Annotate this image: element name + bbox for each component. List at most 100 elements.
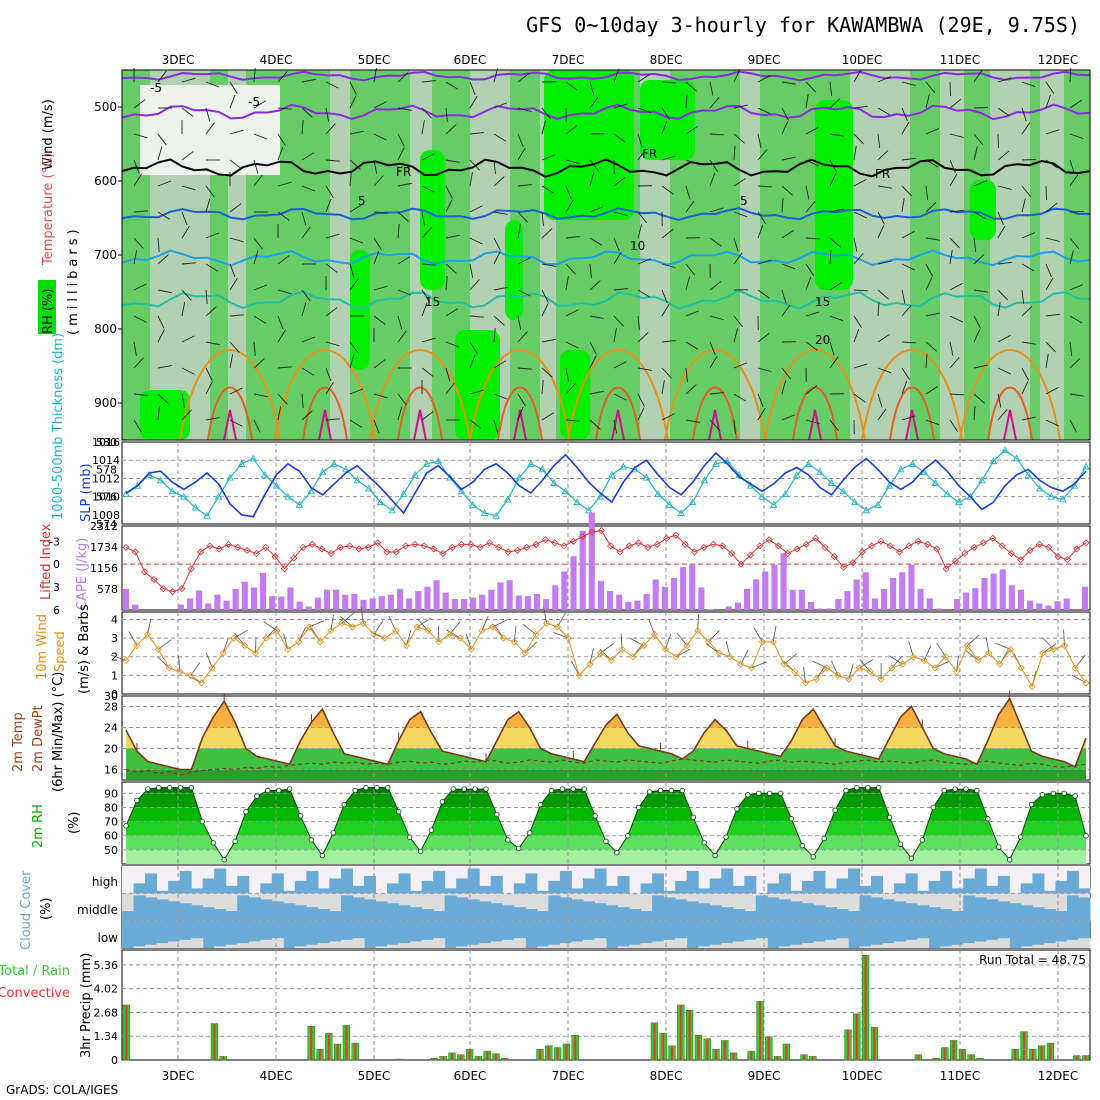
lifted-index-point (178, 585, 186, 593)
rh2m-point (221, 857, 227, 863)
wind-barb (1021, 381, 1029, 395)
rh2m-point (636, 804, 642, 811)
wind-barb (661, 155, 676, 161)
wind-barb (349, 341, 359, 354)
lifted-index-point (169, 588, 177, 596)
thickness-tick: 580 (96, 436, 117, 449)
warm-contour (274, 349, 376, 441)
wind10m-point (262, 634, 270, 642)
wind-barb (133, 99, 146, 109)
rh-legend-swatch (38, 280, 56, 334)
rh-moist-patch (815, 100, 853, 290)
cape-bar (789, 589, 796, 610)
cape-bar (835, 599, 842, 610)
wind-barb (445, 81, 459, 90)
wind-barb (373, 359, 386, 369)
thickness-point (376, 498, 385, 506)
wind-barb (469, 205, 483, 213)
wind-barb (253, 284, 268, 291)
wind-barb (685, 200, 695, 213)
wind-barb (541, 263, 556, 267)
cape-bar (305, 606, 312, 610)
wind-barb (565, 236, 580, 239)
cloud-low-gap (479, 943, 492, 948)
wind-barb (733, 419, 736, 434)
cloud-high-cell (156, 890, 169, 894)
thickness-point (295, 500, 304, 508)
cape-bar (926, 598, 933, 610)
wind-barb (421, 153, 435, 161)
thickness-point (353, 476, 362, 484)
rh2m-point (417, 848, 424, 854)
warm-contour (369, 349, 471, 441)
wind-barb (517, 315, 522, 330)
temp2m-label-b: 2m DewPt (31, 705, 46, 772)
rh-dry-streak (330, 70, 350, 440)
wind-barb (637, 73, 650, 83)
wind-barb (277, 329, 286, 343)
precip-convective-bar (1040, 1045, 1043, 1060)
wind-barb (421, 302, 428, 317)
wind10m-point (791, 668, 799, 676)
cloud-row-low: low (98, 931, 119, 945)
rh2m-point (537, 801, 544, 808)
slp-tick: 1010 (92, 491, 120, 504)
cloud-low-gap (663, 939, 676, 948)
wind-barb (877, 302, 880, 317)
wind-barb (493, 133, 507, 142)
wind-barb (1069, 284, 1084, 291)
rh2m-point (188, 784, 195, 791)
wind-barb (421, 367, 434, 377)
wind-barb (973, 237, 977, 252)
wind-barb (829, 133, 844, 137)
rh2m-point (232, 838, 238, 845)
wind10m-point (122, 656, 130, 665)
cape-bar (1008, 585, 1015, 610)
wind-barb (853, 211, 867, 219)
wind-barb (421, 80, 436, 83)
wind-barb (445, 341, 460, 348)
wind-barb (253, 100, 267, 109)
cloud-high-cell (225, 885, 238, 894)
precip-convective-bar (714, 1049, 718, 1060)
cape-axes: -3 0 3 6 2312 1734 1156 578 (49, 520, 118, 617)
wind10m-point (866, 668, 874, 676)
cloud-high-cell (836, 878, 849, 894)
wind-barb (445, 185, 453, 199)
cloud-high-cell (306, 870, 319, 894)
thickness-point (665, 500, 674, 508)
cape-bar (990, 573, 997, 610)
day-label-bottom: 10DEC (842, 1069, 882, 1083)
wind-barb (949, 419, 959, 432)
lifted-index-point (430, 545, 438, 553)
wind-barb (589, 280, 601, 291)
rh2m-point (559, 786, 566, 792)
pressure-axis: 500 600 700 800 900 (94, 100, 122, 410)
wind10m-barb (157, 656, 170, 669)
cloud-middle-cell (986, 899, 999, 921)
cloud-high-cell (352, 885, 365, 894)
precip-convective-bar (565, 1044, 568, 1060)
thickness-point (1059, 495, 1067, 503)
lifted-index-point (420, 542, 428, 550)
precip-convective-bar (477, 1056, 480, 1060)
warm-contour (959, 349, 1061, 441)
precip-convective-bar (442, 1056, 445, 1060)
cloud-middle-cell (340, 895, 353, 921)
wind10m-point (370, 630, 378, 638)
rh2m-point (1028, 801, 1035, 808)
wind-barb (541, 380, 544, 395)
cloud-middle-cell (364, 899, 377, 921)
cloud-high-cell (940, 870, 953, 894)
wind-barb (541, 120, 547, 135)
cloud-middle-cell (271, 901, 284, 921)
lifted-index-tick: 3 (53, 581, 60, 594)
precip-convective-bar (811, 1056, 814, 1060)
cloud-middle-cell (963, 895, 976, 921)
wind-barb (733, 315, 743, 328)
cloud-middle-cell (594, 903, 607, 921)
wind10m-label-a: 10m Wind (35, 614, 50, 680)
cloud-low-gap (721, 943, 734, 948)
cloud-low-gap (387, 944, 400, 948)
wind10m-point (251, 649, 260, 657)
